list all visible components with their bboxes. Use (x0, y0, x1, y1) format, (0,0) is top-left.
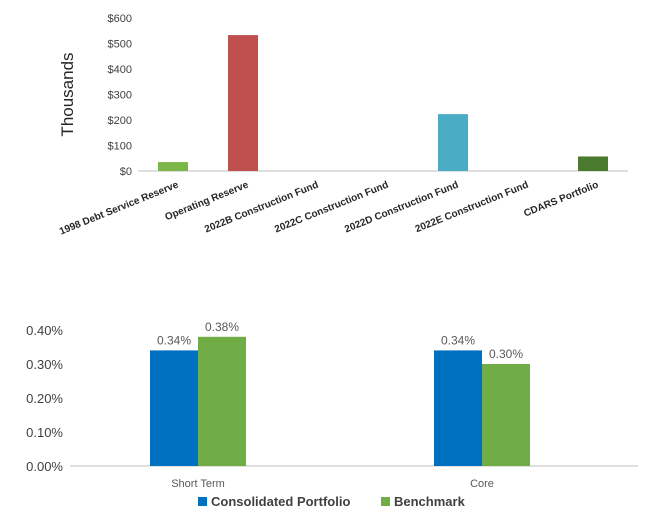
y-tick-label: $300 (108, 90, 132, 102)
bar-operating-reserve (228, 35, 258, 172)
data-label: 0.34% (441, 333, 475, 347)
y-tick-label: $200 (108, 115, 132, 127)
x-category-label: 2022D Construction Fund (343, 180, 460, 236)
bar-1998-debt-service-reserve (158, 162, 188, 171)
y-tick-label: $0 (120, 166, 132, 178)
data-label: 0.34% (157, 333, 191, 347)
bar-consolidated-portfolio-short-term (150, 350, 198, 466)
data-label: 0.30% (489, 347, 523, 361)
y-tick-label: $600 (108, 13, 132, 25)
y-tick-label: 0.10% (26, 425, 63, 440)
y-tick-label: 0.30% (26, 357, 63, 372)
legend-label: Consolidated Portfolio (211, 494, 350, 509)
x-category-label: 2022E Construction Fund (414, 180, 530, 236)
legend-swatch-consolidated-portfolio (198, 497, 207, 506)
y-tick-label: 0.40% (26, 323, 63, 338)
balance-chart: $0 $100 $200 $300 $400 $500 $600 Thousands 1998 … (58, 13, 628, 237)
x-category-label: 2022B Construction Fund (203, 180, 320, 236)
x-category-label: 2022C Construction Fund (273, 180, 390, 236)
data-label: 0.38% (205, 320, 239, 334)
y-tick-label: 0.20% (26, 391, 63, 406)
bar-cdars-portfolio (578, 156, 608, 171)
y-tick-label: $500 (108, 39, 132, 51)
bar-consolidated-portfolio-core (434, 350, 482, 466)
legend-label: Benchmark (394, 494, 466, 509)
bar-2022d-construction-fund (438, 114, 468, 171)
y-tick-label: $400 (108, 64, 132, 76)
x-category-label: Short Term (171, 478, 225, 490)
bar-benchmark-short-term (198, 336, 246, 466)
yield-chart: 0.00% 0.10% 0.20% 0.30% 0.40% 0.34% 0.38% Short… (26, 320, 638, 509)
x-category-label: CDARS Portfolio (522, 180, 600, 220)
x-category-label: 1998 Debt Service Reserve (58, 179, 181, 237)
y-tick-label: 0.00% (26, 459, 63, 474)
y-axis-title: Thousands (58, 52, 77, 136)
legend-swatch-benchmark (381, 497, 390, 506)
x-category-label: Core (470, 478, 494, 490)
bar-benchmark-core (482, 364, 530, 466)
y-tick-label: $100 (108, 141, 132, 153)
